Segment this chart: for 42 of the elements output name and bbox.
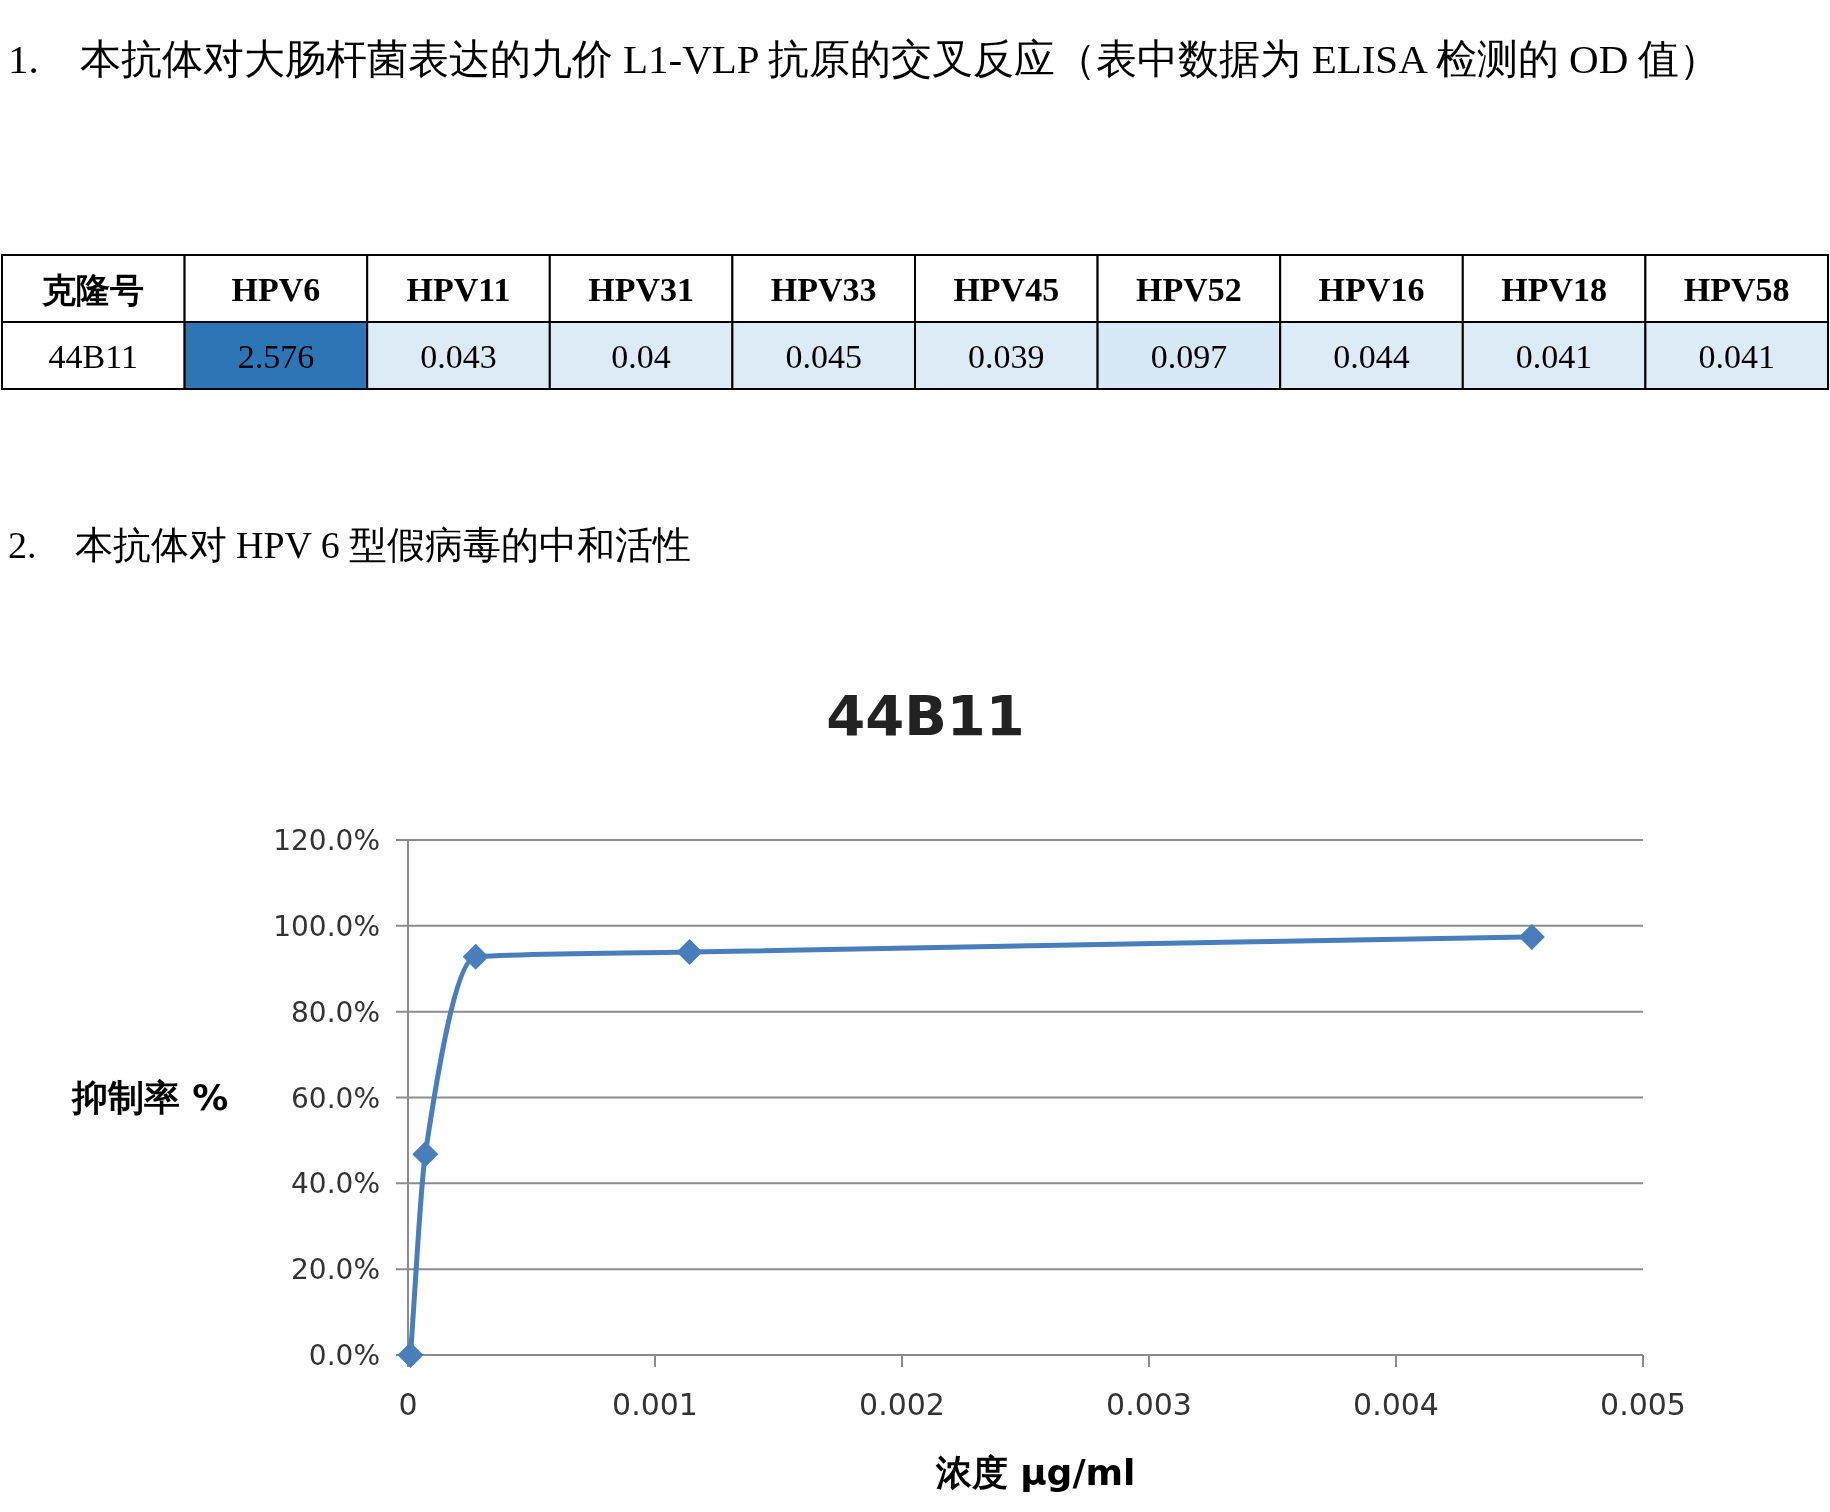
x-tick-label: HPV52 xyxy=(1136,270,1242,308)
y-tick-label: 80.0% xyxy=(291,995,380,1029)
point xyxy=(462,943,489,970)
data-label: 2.576 xyxy=(237,337,315,375)
text: 2. 本抗体对 HPV 6 型假病毒的中和活性 xyxy=(8,523,692,568)
x-tick-label: HPV11 xyxy=(406,270,511,308)
x-tick-label: 0.001 xyxy=(612,1387,698,1422)
point xyxy=(676,939,703,966)
data-label: 0.039 xyxy=(968,337,1045,375)
y-axis-title: 抑制率 % xyxy=(70,1076,229,1118)
y-tick-label: 120.0% xyxy=(273,824,380,857)
chart-title: 44B11 xyxy=(826,683,1025,748)
x-tick-label: HPV16 xyxy=(1318,270,1425,308)
y-tick-label: 20.0% xyxy=(291,1253,380,1287)
point xyxy=(412,1141,439,1168)
x-tick-label: 0.002 xyxy=(859,1387,945,1422)
point xyxy=(397,1342,424,1368)
x-tick-label: 0.003 xyxy=(1106,1387,1192,1422)
data-label: 0.043 xyxy=(420,337,497,375)
x-tick-label: 0.004 xyxy=(1353,1387,1439,1422)
y-tick-label: 100.0% xyxy=(273,909,380,943)
x-tick-label: HPV18 xyxy=(1501,270,1607,308)
y-tick-label: 0.0% xyxy=(308,1339,380,1372)
data-label: 0.044 xyxy=(1333,337,1410,375)
point xyxy=(1518,923,1545,950)
x-tick-label: HPV31 xyxy=(588,270,694,308)
x-tick-label: 0 xyxy=(398,1387,418,1422)
y-tick-label: 40.0% xyxy=(291,1167,380,1201)
x-tick-label: HPV6 xyxy=(231,270,321,308)
x-tick-label: 0.005 xyxy=(1600,1387,1686,1422)
x-axis-title: 浓度 μg/ml xyxy=(934,1452,1136,1493)
data-label: 0.045 xyxy=(785,337,862,375)
x-tick-label: HPV33 xyxy=(770,270,877,308)
chart-title: 1. 本抗体对大肠杆菌表达的九价 L1-VLP 抗原的交叉反应（表中数据为 ELISA 检测的 OD 值） xyxy=(8,35,1722,84)
data-label: 0.041 xyxy=(1515,337,1593,375)
data-label: 0.04 xyxy=(611,337,671,375)
x-tick-label: HPV45 xyxy=(953,270,1060,308)
x-tick-label: HPV58 xyxy=(1683,270,1790,308)
y-tick-label: 60.0% xyxy=(291,1081,380,1115)
data-label: 0.097 xyxy=(1150,337,1228,375)
data-label: 0.041 xyxy=(1698,337,1775,375)
y-axis-title: 克隆号 xyxy=(41,271,145,309)
